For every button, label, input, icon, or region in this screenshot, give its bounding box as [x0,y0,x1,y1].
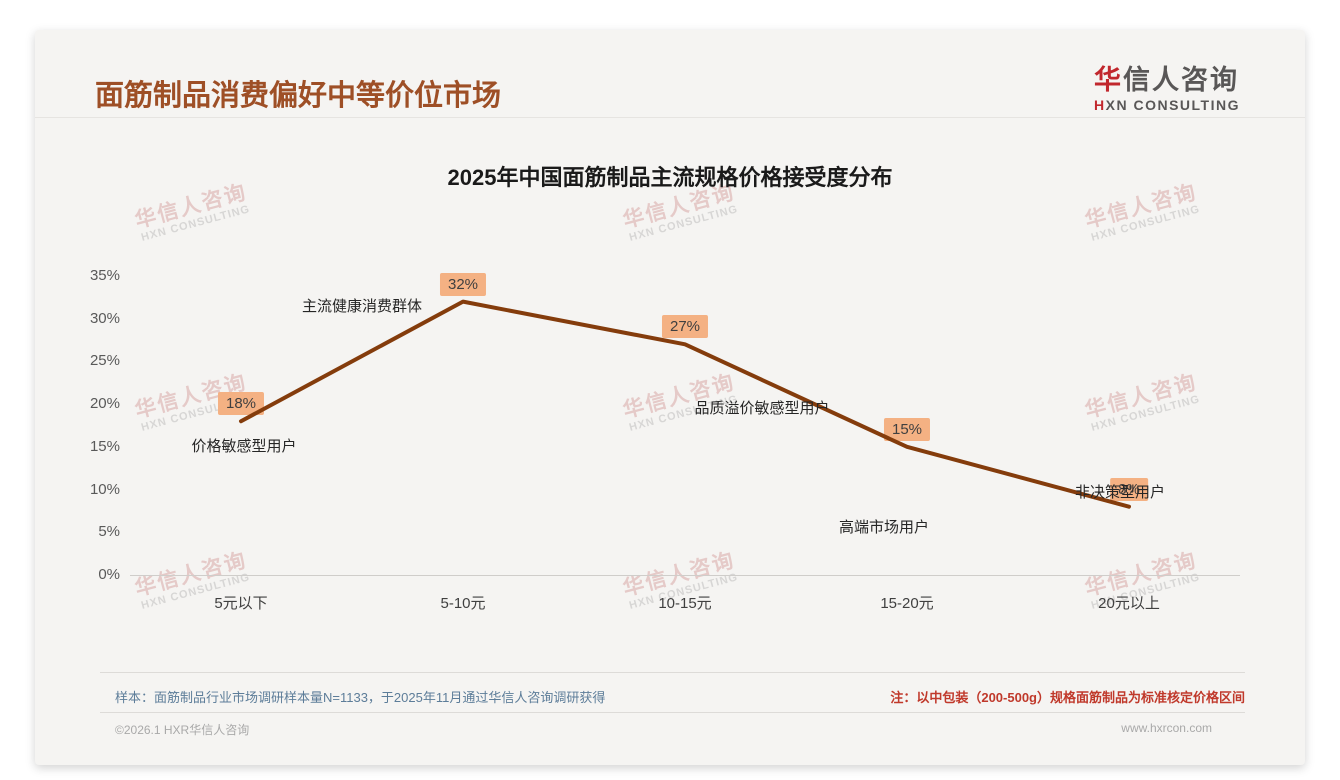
data-point-label: 27% [661,315,709,339]
y-axis-tick-label: 20% [89,395,120,413]
x-axis-category-label: 15-20元 [880,595,934,612]
y-axis-tick-label: 0% [98,566,120,583]
segment-annotation: 价格敏感型用户 [191,438,297,455]
x-axis-category-label: 20元以上 [1098,595,1160,612]
logo-cn-text: 信人咨询 [1123,65,1240,95]
footnote-bottom-divider [100,712,1245,713]
website-url: www.hxrcon.com [1121,721,1212,735]
logo-en-line: HXN CONSULTING [1094,97,1240,113]
sample-footnote: 样本：面筋制品行业市场调研样本量N=1133，于2025年11月通过华信人咨询调… [115,690,606,705]
y-axis-tick-label: 5% [98,523,120,541]
y-axis-tick-label: 15% [89,437,120,455]
segment-annotation: 非决策型用户 [1074,484,1166,501]
logo-en-accent: H [1094,96,1106,113]
data-point-label: 18% [217,392,265,416]
segment-annotation: 品质溢价敏感型用户 [694,400,830,417]
x-axis-category-label: 10-15元 [658,595,712,612]
data-point-label: 32% [439,272,487,296]
data-point-label: 15% [883,417,931,441]
price-range-footnote: 注：以中包装（200-500g）规格面筋制品为标准核定价格区间 [890,690,1245,705]
y-axis-tick-label: 35% [89,267,120,284]
segment-annotation: 高端市场用户 [838,519,930,536]
logo-cn-line: 华信人咨询 [1094,65,1240,96]
page-title: 面筋制品消费偏好中等价位市场 [95,80,502,112]
header-divider [35,117,1305,118]
company-logo: 华信人咨询 HXN CONSULTING [1094,65,1240,113]
x-axis-category-label: 5元以下 [214,595,268,612]
footnote-top-divider [100,672,1245,673]
logo-en-text: XN CONSULTING [1105,96,1240,113]
x-axis-category-label: 5-10元 [440,595,486,612]
y-axis-tick-label: 25% [89,352,120,370]
y-axis-tick-label: 10% [89,480,120,498]
y-axis-tick-label: 30% [89,309,120,327]
chart-title: 2025年中国面筋制品主流规格价格接受度分布 [447,165,893,190]
copyright-text: ©2026.1 HXR华信人咨询 [115,723,250,737]
logo-cn-accent: 华 [1094,65,1124,95]
x-axis-line [130,575,1240,576]
segment-annotation: 主流健康消费群体 [301,298,423,315]
